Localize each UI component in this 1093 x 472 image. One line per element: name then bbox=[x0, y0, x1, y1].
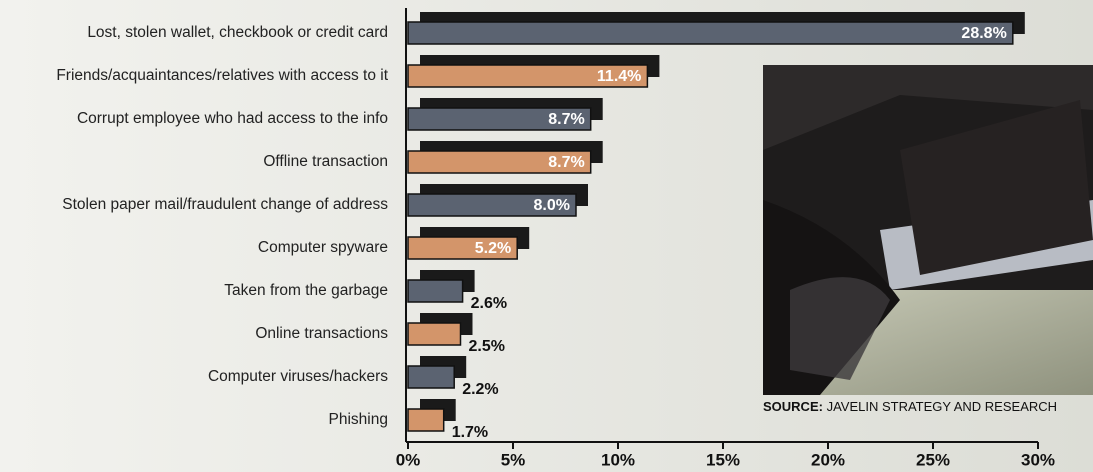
value-label: 8.0% bbox=[534, 197, 570, 214]
value-label: 1.7% bbox=[452, 424, 488, 441]
bar bbox=[407, 64, 649, 88]
value-label: 2.2% bbox=[462, 381, 498, 398]
value-label: 8.7% bbox=[548, 154, 584, 171]
x-tick-label: 15% bbox=[706, 450, 740, 469]
bar bbox=[407, 193, 577, 217]
bar bbox=[407, 150, 592, 174]
source-text: JAVELIN STRATEGY AND RESEARCH bbox=[827, 399, 1057, 414]
bar bbox=[407, 408, 445, 432]
bar bbox=[407, 107, 592, 131]
category-label: Computer viruses/hackers bbox=[208, 368, 388, 385]
x-tick-label: 30% bbox=[1021, 450, 1055, 469]
value-label: 5.2% bbox=[475, 240, 511, 257]
category-label: Computer spyware bbox=[258, 239, 388, 256]
bar bbox=[407, 365, 455, 389]
category-label: Lost, stolen wallet, checkbook or credit… bbox=[87, 24, 388, 41]
category-label: Corrupt employee who had access to the i… bbox=[77, 110, 388, 127]
value-label: 2.6% bbox=[471, 295, 507, 312]
x-tick-label: 25% bbox=[916, 450, 950, 469]
category-label: Phishing bbox=[329, 411, 388, 428]
photo bbox=[763, 65, 1093, 395]
x-tick-label: 5% bbox=[501, 450, 526, 469]
x-tick-label: 0% bbox=[396, 450, 421, 469]
bar bbox=[407, 236, 518, 260]
x-tick-label: 20% bbox=[811, 450, 845, 469]
bar bbox=[407, 322, 462, 346]
category-label: Friends/acquaintances/relatives with acc… bbox=[56, 67, 388, 84]
value-label: 11.4% bbox=[597, 68, 641, 85]
source: SOURCE: JAVELIN STRATEGY AND RESEARCH bbox=[763, 399, 1057, 414]
value-label: 28.8% bbox=[961, 25, 1006, 42]
value-label: 2.5% bbox=[469, 338, 505, 355]
category-label: Online transactions bbox=[255, 325, 388, 342]
category-label: Taken from the garbage bbox=[224, 282, 388, 299]
category-label: Offline transaction bbox=[263, 153, 388, 170]
category-label: Stolen paper mail/fraudulent change of a… bbox=[62, 196, 388, 213]
x-tick-label: 10% bbox=[601, 450, 635, 469]
bar bbox=[407, 21, 1014, 45]
value-label: 8.7% bbox=[548, 111, 584, 128]
bar bbox=[407, 279, 464, 303]
source-label: SOURCE: bbox=[763, 399, 823, 414]
